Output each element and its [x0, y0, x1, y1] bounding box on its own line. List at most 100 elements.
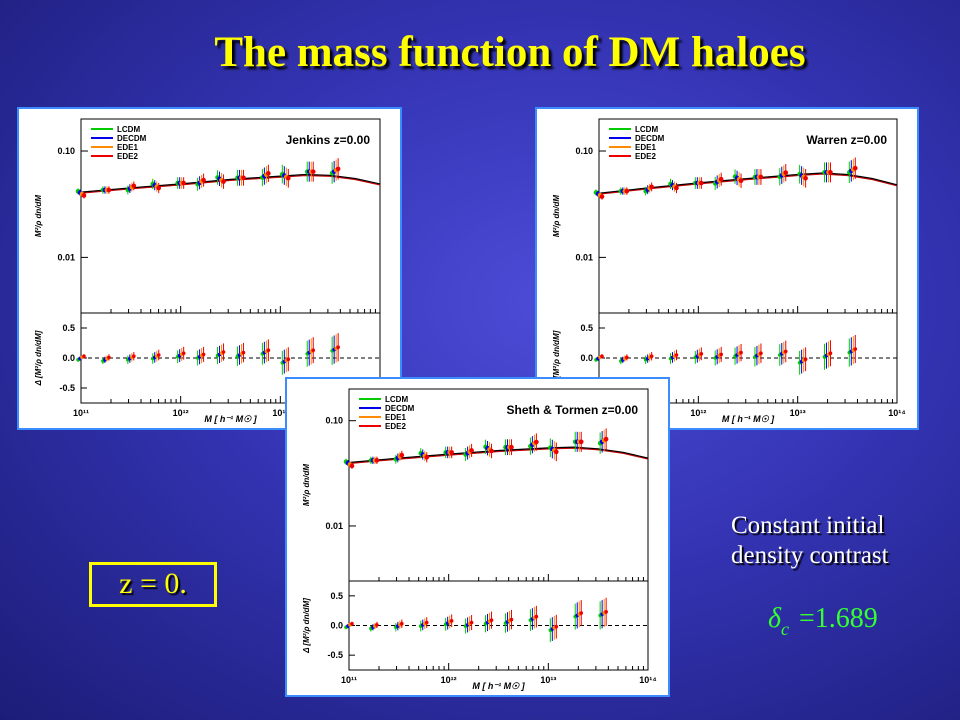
- y-axis-label-top: M²/ρ dn/dM: [34, 195, 43, 238]
- y-tick-label-top: 0.01: [575, 252, 593, 262]
- y-tick-label-top: 0.01: [325, 521, 343, 531]
- x-tick-label: 10¹³: [540, 675, 556, 685]
- y-tick-label-top: 0.10: [575, 146, 593, 156]
- panel-title: Warren z=0.00: [806, 133, 887, 147]
- residual-point: [286, 357, 291, 361]
- residual-point: [311, 348, 316, 352]
- residual-point: [579, 611, 584, 615]
- formula-value: =1.689: [799, 603, 878, 634]
- legend-label: EDE1: [635, 143, 656, 152]
- x-axis-label: M [ h⁻¹ M☉ ]: [472, 681, 525, 691]
- x-tick-label: 10¹²: [690, 408, 706, 418]
- y-tick-label-top: 0.10: [57, 146, 75, 156]
- data-point: [335, 166, 341, 172]
- y-axis-label-bottom: Δ [M²/ρ dn/dM]: [302, 598, 311, 654]
- data-point: [349, 463, 355, 469]
- data-point: [286, 176, 291, 181]
- residual-point: [600, 354, 604, 358]
- y-tick-label-bottom: 0.0: [62, 353, 75, 363]
- data-point: [201, 177, 206, 183]
- legend-label: EDE1: [385, 413, 406, 422]
- data-point: [509, 444, 514, 450]
- residual-point: [719, 352, 723, 357]
- residual-point: [400, 621, 404, 626]
- data-point: [534, 439, 539, 445]
- residual-point: [107, 355, 111, 360]
- y-axis-label-top: M²/ρ dn/dM: [302, 464, 311, 507]
- residual-point: [739, 350, 743, 355]
- data-point: [599, 194, 605, 199]
- y-tick-label-bottom: 0.0: [580, 353, 593, 363]
- data-point: [649, 184, 654, 190]
- x-tick-label: 10¹²: [441, 675, 457, 685]
- sheth-tormen-chart-panel: 10¹¹ 10¹² 10¹³ 10¹⁴ 0.10 0.01 0.5 0.0 -0.5 M [ h⁻…: [285, 377, 670, 697]
- x-tick-label: 10¹⁴: [639, 675, 656, 685]
- residual-point: [201, 352, 206, 357]
- residual-point: [853, 347, 858, 351]
- data-point: [853, 165, 858, 171]
- residual-point: [221, 350, 226, 354]
- data-point: [424, 455, 430, 460]
- residual-point: [156, 353, 161, 357]
- legend-label: DECDM: [385, 404, 415, 413]
- residual-point: [375, 623, 379, 627]
- data-point: [469, 448, 474, 453]
- residual-point: [489, 618, 494, 622]
- residual-point: [469, 620, 474, 625]
- data-point: [106, 187, 112, 193]
- data-point: [131, 183, 137, 189]
- y-tick-label-bottom: 0.0: [330, 621, 343, 631]
- residual-point: [241, 350, 246, 355]
- residual-point: [759, 351, 763, 355]
- residual-point: [424, 620, 429, 625]
- residual-point: [699, 352, 704, 356]
- y-tick-label-top: 0.01: [57, 252, 75, 262]
- legend-label: EDE2: [635, 152, 656, 161]
- legend-label: LCDM: [635, 125, 658, 134]
- data-point: [828, 170, 833, 175]
- x-axis-label: M [ h⁻¹ M☉ ]: [722, 414, 775, 424]
- x-tick-label: 10¹¹: [341, 675, 357, 685]
- delta-subscript: c: [781, 619, 790, 639]
- data-point: [221, 179, 226, 184]
- caption: Constant initial density contrast: [731, 511, 889, 571]
- legend-label: DECDM: [117, 134, 147, 143]
- residual-point: [132, 354, 136, 358]
- data-point: [699, 180, 704, 186]
- data-point: [310, 169, 316, 174]
- legend-label: LCDM: [117, 125, 140, 134]
- x-tick-label: 10¹³: [790, 408, 806, 418]
- caption-line-1: Constant initial: [731, 512, 885, 539]
- residual-point: [828, 351, 833, 355]
- y-axis-label-bottom: Δ [M²/ρ dn/dM]: [552, 330, 561, 386]
- residual-point: [181, 351, 186, 355]
- slide-title: The mass function of DM haloes: [214, 29, 806, 76]
- data-point: [241, 175, 246, 181]
- data-point: [181, 180, 186, 186]
- x-axis-label: M [ h⁻¹ M☉ ]: [204, 414, 257, 424]
- residual-point: [82, 354, 86, 358]
- residual-point: [649, 354, 654, 358]
- critical-density-formula: δc =1.689: [768, 603, 878, 640]
- panel-title: Sheth & Tormen z=0.00: [507, 403, 639, 417]
- legend-label: EDE1: [117, 143, 138, 152]
- data-point: [449, 450, 454, 455]
- y-tick-label-bottom: -0.5: [59, 383, 75, 393]
- legend-label: DECDM: [635, 134, 665, 143]
- residual-point: [803, 357, 808, 361]
- data-point: [266, 171, 271, 176]
- sheth-tormen-chart: 10¹¹ 10¹² 10¹³ 10¹⁴ 0.10 0.01 0.5 0.0 -0.5 M [ h⁻…: [302, 388, 657, 691]
- y-axis-label-bottom: Δ [M²/ρ dn/dM]: [34, 330, 43, 386]
- residual-point: [674, 353, 679, 357]
- legend-label: EDE2: [385, 422, 406, 431]
- y-tick-label-bottom: 0.5: [330, 591, 343, 601]
- y-axis-label-top: M²/ρ dn/dM: [552, 195, 561, 238]
- data-point: [374, 458, 380, 463]
- y-tick-label-top: 0.10: [325, 416, 343, 426]
- residual-point: [350, 621, 354, 626]
- residual-point: [554, 624, 559, 629]
- data-point: [399, 452, 405, 458]
- legend-label: EDE2: [117, 152, 138, 161]
